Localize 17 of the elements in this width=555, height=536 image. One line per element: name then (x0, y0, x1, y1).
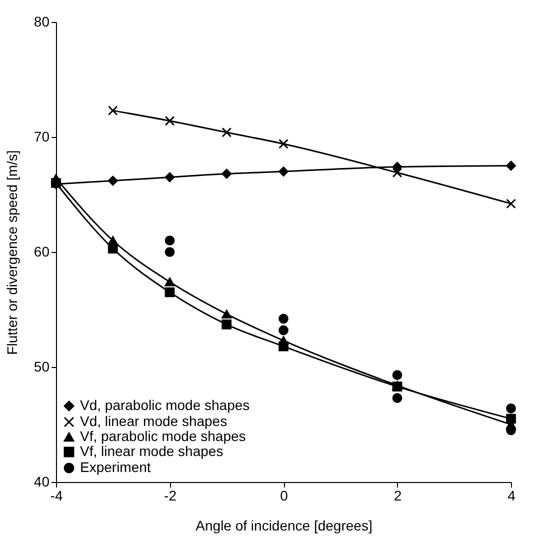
x-tick-label: 2 (394, 488, 402, 504)
x-tick-label: -4 (50, 488, 63, 504)
x-tick-label: 0 (280, 488, 288, 504)
y-axis-title: Flutter or divergence speed [m/s] (4, 150, 20, 355)
x-axis-title: Angle of incidence [degrees] (196, 518, 372, 534)
legend-label: Vf, linear mode shapes (80, 443, 224, 459)
x-tick-label: 4 (508, 488, 516, 504)
legend-label: Experiment (80, 459, 151, 475)
legend-label: Vd, linear mode shapes (80, 413, 228, 429)
legend-label: Vf, parabolic mode shapes (80, 428, 246, 444)
y-tick-label: 40 (34, 474, 50, 490)
x-tick-label: -2 (164, 488, 177, 504)
legend-label: Vd, parabolic mode shapes (80, 397, 250, 413)
y-tick-label: 70 (34, 128, 50, 144)
y-tick-label: 50 (34, 358, 50, 374)
y-tick-label: 60 (34, 244, 50, 260)
y-tick-label: 80 (34, 14, 50, 30)
